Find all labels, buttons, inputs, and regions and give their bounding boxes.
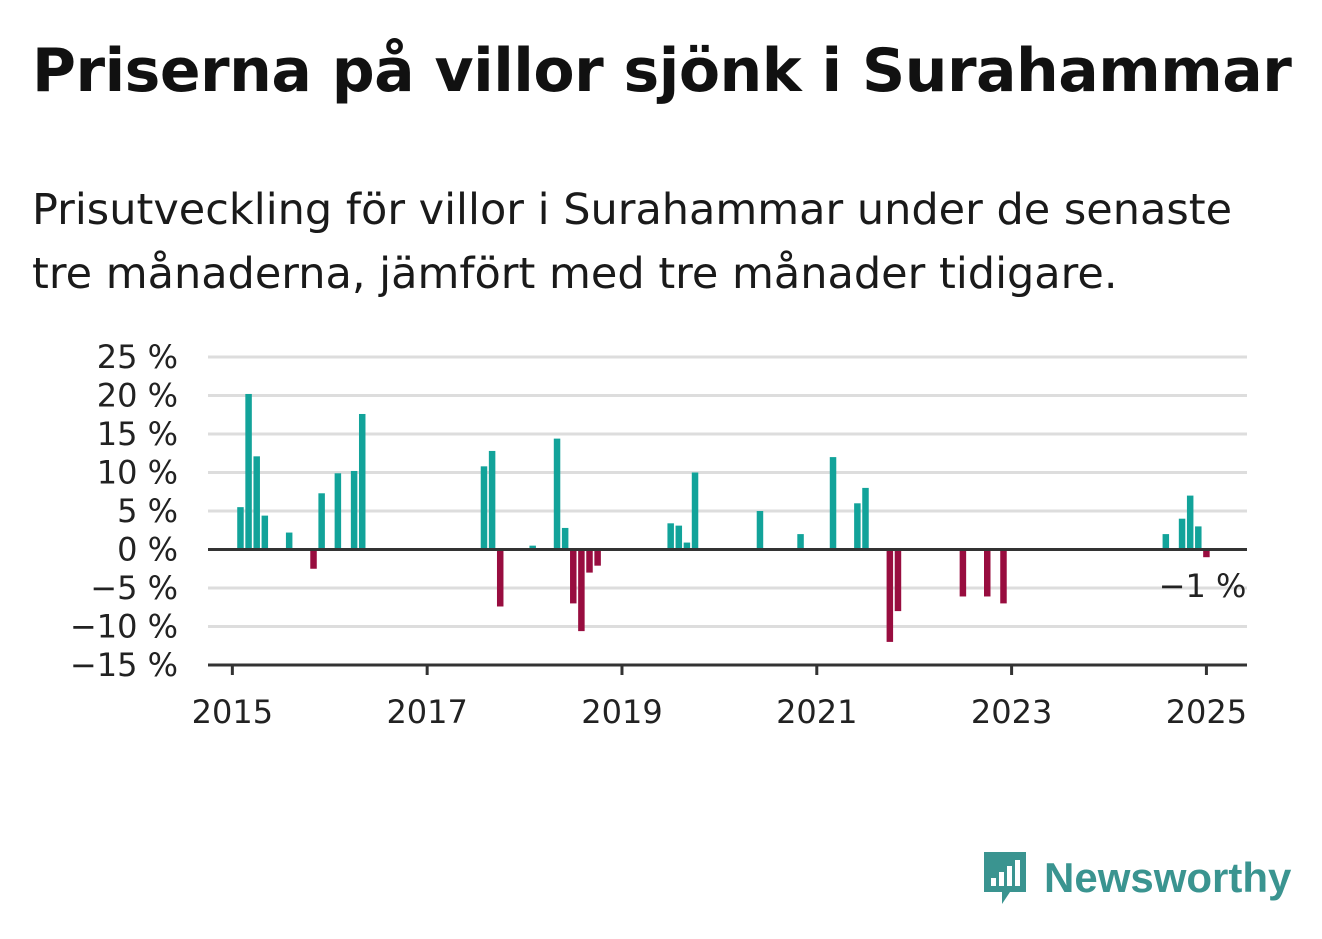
bar [691, 472, 699, 550]
bar [586, 549, 593, 573]
bar [253, 456, 260, 550]
bar [358, 413, 366, 550]
newsworthy-logo-icon [984, 852, 1026, 904]
bar [245, 393, 252, 550]
y-tick-label: −15 % [70, 646, 178, 684]
bar [894, 549, 902, 612]
bar [667, 523, 674, 550]
bar [261, 515, 269, 550]
last-value-label: −1 % [1159, 567, 1247, 605]
brand-name: Newsworthy [1044, 854, 1292, 901]
bar [334, 473, 342, 550]
bar [854, 503, 861, 550]
bar [285, 532, 293, 550]
bar [480, 466, 488, 550]
bar [570, 549, 577, 604]
y-tick-label: −10 % [70, 608, 178, 646]
bar [675, 525, 683, 550]
chart-subtitle: Prisutveckling för villor i Surahammar u… [32, 185, 1233, 299]
bar [488, 450, 496, 550]
y-tick-label: 0 % [117, 531, 178, 569]
bar [683, 542, 691, 550]
bar [496, 549, 504, 607]
x-tick-label: 2019 [581, 693, 662, 731]
bar [310, 549, 317, 569]
bar [1162, 534, 1170, 550]
y-tick-label: 20 % [97, 377, 178, 415]
x-tick-label: 2017 [386, 693, 467, 731]
y-axis-ticks: 25 %20 %15 %10 %5 %0 %−5 %−10 %−15 % [70, 338, 178, 684]
bar [1195, 526, 1202, 550]
bar [237, 507, 244, 550]
y-tick-label: −5 % [90, 569, 178, 607]
gridlines [208, 355, 1247, 628]
newsworthy-logo: Newsworthy [980, 848, 1291, 908]
x-tick-label: 2023 [971, 693, 1052, 731]
bar [1203, 549, 1210, 558]
bar [529, 545, 536, 550]
bar [1178, 518, 1186, 550]
bar [1186, 495, 1194, 550]
bar [886, 549, 894, 642]
x-tick-label: 2025 [1166, 693, 1247, 731]
bar [561, 527, 569, 550]
bar [594, 549, 601, 566]
bar [959, 549, 967, 597]
bar [797, 534, 804, 550]
x-tick-label: 2015 [192, 693, 273, 731]
y-tick-label: 25 % [97, 338, 178, 376]
bar [756, 511, 764, 550]
bar [1000, 549, 1007, 604]
x-axis-ticks: 2015 2017 2019 2021 2023 2025 [192, 665, 1247, 731]
bars [237, 393, 1210, 642]
bar [829, 457, 837, 550]
bar [578, 549, 585, 632]
bar [553, 438, 561, 550]
chart-title: Priserna på villor sjönk i Surahammar [32, 36, 1292, 106]
bar-chart: 25 %20 %15 %10 %5 %0 %−5 %−10 %−15 % 201… [70, 338, 1247, 731]
y-tick-label: 10 % [97, 454, 178, 492]
bar [984, 549, 991, 597]
y-tick-label: 15 % [97, 415, 178, 453]
bar [350, 470, 358, 550]
axes [208, 548, 1247, 667]
bar [318, 493, 325, 550]
bar [862, 487, 869, 550]
x-tick-label: 2021 [776, 693, 857, 731]
y-tick-label: 5 % [117, 492, 178, 530]
